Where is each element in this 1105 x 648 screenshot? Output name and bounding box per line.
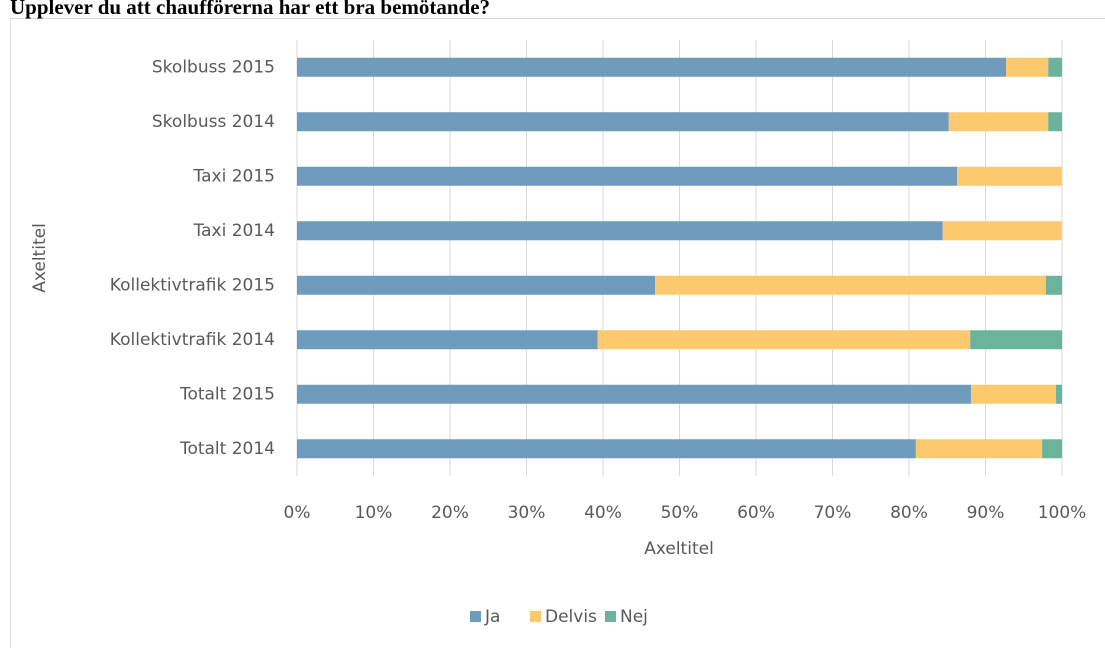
legend-swatch bbox=[530, 611, 541, 622]
bar-segment bbox=[297, 112, 949, 132]
bar-segment bbox=[1006, 57, 1049, 77]
bar-segment bbox=[957, 166, 1062, 186]
bar-segment bbox=[297, 439, 916, 459]
bar-segment bbox=[948, 112, 1049, 132]
x-tick-label: 30% bbox=[508, 503, 546, 523]
y-tick-label: Totalt 2015 bbox=[179, 384, 275, 404]
y-tick-label: Taxi 2015 bbox=[193, 166, 275, 186]
legend-label: Nej bbox=[620, 607, 648, 627]
bar-segment bbox=[970, 330, 1062, 350]
legend-label: Delvis bbox=[545, 607, 597, 627]
bar-segment bbox=[297, 330, 598, 350]
x-tick-label: 60% bbox=[737, 503, 775, 523]
x-tick-label: 100% bbox=[1038, 503, 1087, 523]
y-tick-label: Skolbuss 2014 bbox=[152, 112, 275, 132]
legend-swatch bbox=[470, 611, 481, 622]
x-tick-label: 90% bbox=[967, 503, 1005, 523]
x-tick-label: 80% bbox=[890, 503, 928, 523]
bar-segment bbox=[1048, 57, 1062, 77]
x-tick-label: 40% bbox=[584, 503, 622, 523]
bar-segment bbox=[942, 221, 1062, 241]
bar-segment bbox=[297, 57, 1007, 77]
x-tick-label: 0% bbox=[284, 503, 311, 523]
bar-segment bbox=[297, 275, 656, 295]
bar-segment bbox=[655, 275, 1046, 295]
legend-label: Ja bbox=[484, 607, 500, 627]
y-tick-label: Skolbuss 2015 bbox=[152, 57, 275, 77]
bar-segment bbox=[1045, 275, 1062, 295]
x-axis-title: Axeltitel bbox=[644, 539, 714, 559]
x-tick-label: 20% bbox=[431, 503, 469, 523]
bar-segment bbox=[970, 384, 1056, 404]
bar-segment bbox=[297, 384, 971, 404]
bar-segment bbox=[597, 330, 971, 350]
x-tick-label: 70% bbox=[814, 503, 852, 523]
chart-title: Upplever du att chaufförerna har ett bra… bbox=[10, 0, 490, 19]
x-tick-label: 10% bbox=[355, 503, 393, 523]
bar-segment bbox=[297, 221, 943, 241]
legend-swatch bbox=[605, 611, 616, 622]
bar-segment bbox=[1042, 439, 1062, 459]
y-tick-label: Taxi 2014 bbox=[193, 221, 275, 241]
bar-segment bbox=[915, 439, 1043, 459]
bar-segment bbox=[1048, 112, 1062, 132]
y-tick-label: Kollektivtrafik 2014 bbox=[110, 330, 275, 350]
bar-segment bbox=[1055, 384, 1062, 404]
y-tick-label: Totalt 2014 bbox=[179, 439, 275, 459]
bar-segment bbox=[297, 166, 958, 186]
y-axis-title: Axeltitel bbox=[30, 223, 50, 293]
y-tick-label: Kollektivtrafik 2015 bbox=[110, 275, 275, 295]
x-tick-label: 50% bbox=[661, 503, 699, 523]
